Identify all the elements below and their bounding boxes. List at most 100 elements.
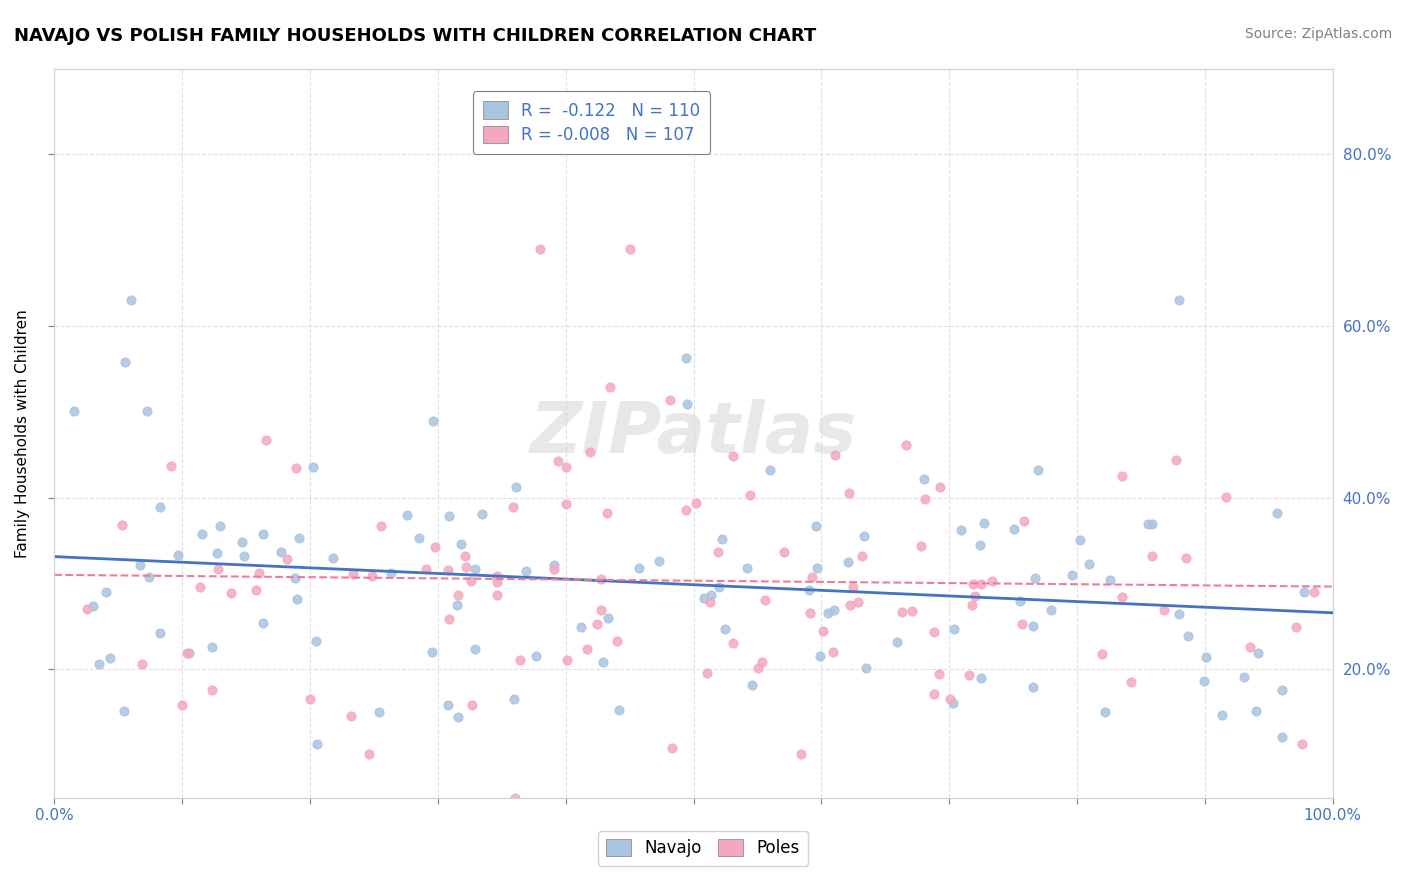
Text: ZIPatlas: ZIPatlas xyxy=(530,399,858,467)
Navajo xyxy=(114,355,136,369)
Navajo xyxy=(231,535,253,549)
Poles xyxy=(160,459,183,474)
Poles xyxy=(1012,514,1035,528)
Poles xyxy=(799,606,821,620)
Poles xyxy=(606,634,628,648)
Poles xyxy=(591,603,613,617)
Navajo xyxy=(270,545,292,559)
Poles xyxy=(276,552,298,566)
Poles xyxy=(485,568,508,582)
Navajo xyxy=(735,561,758,575)
Navajo xyxy=(855,660,877,674)
Navajo xyxy=(707,580,730,594)
Poles xyxy=(299,692,322,706)
Poles xyxy=(939,692,962,706)
Navajo xyxy=(1247,647,1270,661)
Poles xyxy=(596,506,619,520)
Navajo xyxy=(232,549,254,563)
Poles xyxy=(699,595,721,609)
Navajo xyxy=(693,591,716,606)
Poles xyxy=(1175,551,1198,566)
Navajo xyxy=(422,414,444,428)
Poles xyxy=(1121,674,1143,689)
Poles xyxy=(509,653,531,667)
Poles xyxy=(838,485,860,500)
Poles xyxy=(219,586,242,600)
Navajo xyxy=(287,531,309,545)
Poles xyxy=(207,562,229,576)
Navajo xyxy=(1265,506,1288,520)
Navajo xyxy=(1192,674,1215,689)
Poles xyxy=(1303,585,1326,599)
Poles xyxy=(914,491,936,506)
Poles xyxy=(415,562,437,576)
Navajo xyxy=(408,531,430,545)
Navajo xyxy=(515,565,537,579)
Navajo xyxy=(471,508,494,522)
Poles xyxy=(1011,617,1033,632)
Navajo xyxy=(543,558,565,572)
Poles xyxy=(846,594,869,608)
Navajo xyxy=(1137,517,1160,532)
Poles xyxy=(578,444,600,458)
Poles xyxy=(747,661,769,675)
Poles xyxy=(1091,647,1114,661)
Poles xyxy=(957,667,980,681)
Navajo xyxy=(973,516,995,530)
Navajo xyxy=(307,737,329,751)
Poles xyxy=(555,653,578,667)
Poles xyxy=(901,604,924,618)
Poles xyxy=(599,380,621,394)
Poles xyxy=(245,582,267,597)
Poles xyxy=(503,791,526,805)
Poles xyxy=(811,624,834,638)
Poles xyxy=(486,588,509,602)
Navajo xyxy=(1271,730,1294,744)
Legend: R =  -0.122   N = 110, R = -0.008   N = 107: R = -0.122 N = 110, R = -0.008 N = 107 xyxy=(472,92,710,154)
Navajo xyxy=(87,657,110,672)
Poles xyxy=(1111,590,1133,604)
Navajo xyxy=(700,588,723,602)
Navajo xyxy=(1077,557,1099,571)
Legend: Navajo, Poles: Navajo, Poles xyxy=(598,831,808,866)
Navajo xyxy=(1026,463,1049,477)
Poles xyxy=(589,572,612,586)
Navajo xyxy=(1211,707,1233,722)
Navajo xyxy=(1233,670,1256,684)
Poles xyxy=(658,392,681,407)
Text: NAVAJO VS POLISH FAMILY HOUSEHOLDS WITH CHILDREN CORRELATION CHART: NAVAJO VS POLISH FAMILY HOUSEHOLDS WITH … xyxy=(14,27,817,45)
Poles xyxy=(201,683,224,698)
Poles xyxy=(460,574,482,588)
Poles xyxy=(738,488,761,502)
Poles xyxy=(131,657,153,671)
Poles xyxy=(555,460,578,475)
Navajo xyxy=(598,611,620,625)
Navajo xyxy=(817,606,839,620)
Navajo xyxy=(949,523,972,537)
Poles xyxy=(547,454,569,468)
Navajo xyxy=(675,351,697,366)
Navajo xyxy=(98,650,121,665)
Navajo xyxy=(149,625,172,640)
Poles xyxy=(824,448,846,462)
Navajo xyxy=(301,460,323,475)
Poles xyxy=(456,560,478,574)
Navajo xyxy=(252,526,274,541)
Poles xyxy=(486,574,509,589)
Poles xyxy=(554,497,576,511)
Navajo xyxy=(463,642,485,657)
Poles xyxy=(980,574,1002,588)
Navajo xyxy=(1168,293,1191,308)
Navajo xyxy=(607,703,630,717)
Poles xyxy=(1291,737,1313,751)
Navajo xyxy=(912,472,935,486)
Poles xyxy=(894,438,917,452)
Navajo xyxy=(63,404,86,418)
Poles xyxy=(172,698,194,712)
Navajo xyxy=(969,538,991,552)
Navajo xyxy=(284,571,307,585)
Poles xyxy=(502,500,524,515)
Poles xyxy=(962,576,984,591)
Poles xyxy=(685,496,707,510)
Poles xyxy=(247,566,270,580)
